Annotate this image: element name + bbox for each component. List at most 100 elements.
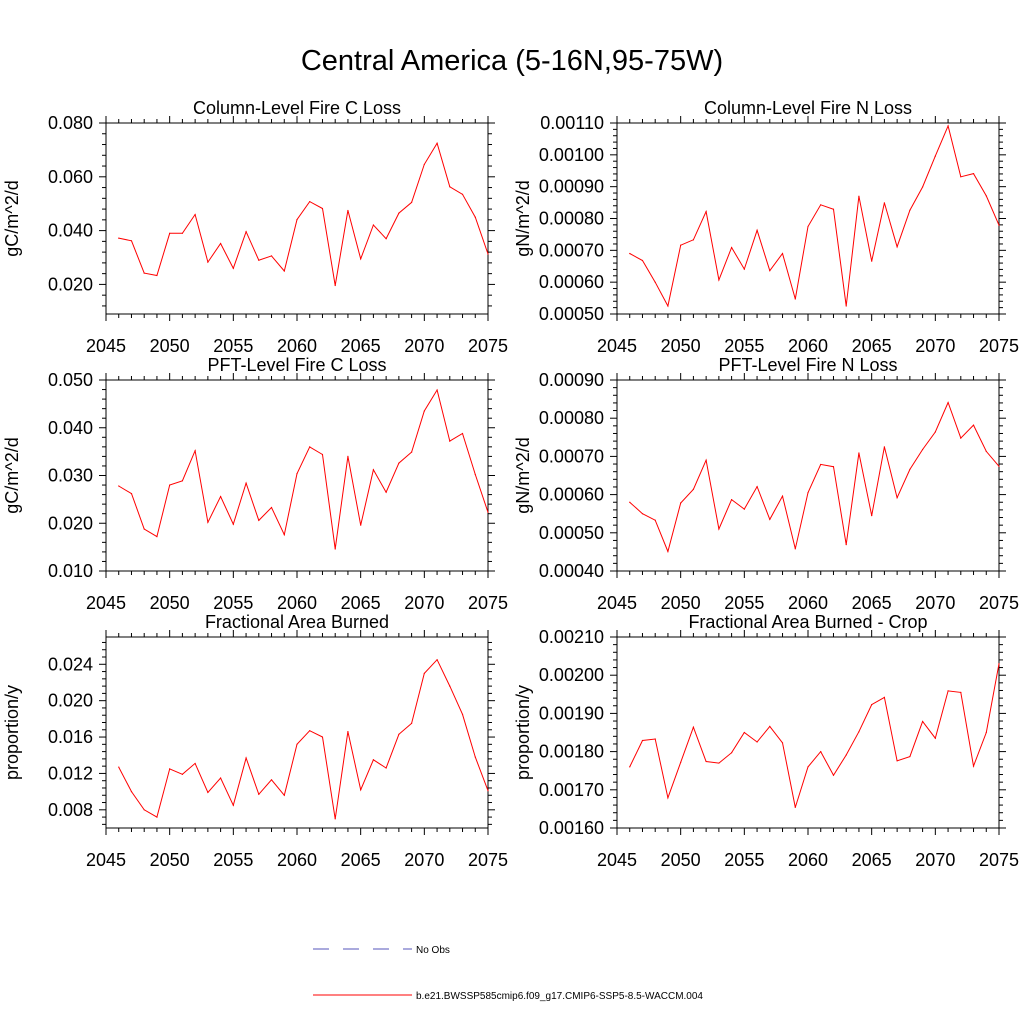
data-point <box>449 186 451 188</box>
data-point <box>731 752 733 754</box>
y-tick-label: 0.024 <box>48 654 93 674</box>
data-point <box>718 528 720 530</box>
y-tick-label: 0.00190 <box>539 703 604 723</box>
data-point <box>309 200 311 203</box>
x-tick-label: 2065 <box>341 336 381 356</box>
data-point <box>832 208 835 210</box>
data-point <box>220 242 222 245</box>
data-point <box>130 493 133 495</box>
data-point <box>194 762 196 765</box>
data-point <box>972 765 975 767</box>
y-tick-label: 0.008 <box>48 800 93 820</box>
data-point <box>411 201 413 203</box>
data-point <box>667 305 669 307</box>
panel-title: PFT-Level Fire C Loss <box>207 355 386 375</box>
y-tick-label: 0.00110 <box>540 113 604 133</box>
data-point <box>207 791 209 794</box>
data-point <box>718 279 720 281</box>
data-point <box>487 253 489 255</box>
x-tick-label: 2070 <box>915 336 955 356</box>
data-point <box>832 774 835 776</box>
data-point <box>654 281 656 283</box>
data-point <box>871 704 873 706</box>
y-tick-label: 0.020 <box>48 691 93 711</box>
data-point <box>680 244 682 246</box>
data-point <box>474 473 476 476</box>
data-point <box>832 466 835 468</box>
data-point <box>372 759 374 761</box>
data-point <box>743 268 745 270</box>
x-tick-label: 2060 <box>277 336 317 356</box>
x-tick-label: 2060 <box>788 593 828 613</box>
x-tick-label: 2070 <box>915 850 955 870</box>
plot-frame <box>105 636 489 829</box>
y-axis-label: gN/m^2/d <box>513 437 533 513</box>
x-tick-label: 2070 <box>404 850 444 870</box>
data-point <box>947 401 949 404</box>
y-tick-label: 0.00040 <box>539 561 604 581</box>
data-point <box>423 163 425 166</box>
data-point <box>641 739 644 742</box>
data-point <box>283 270 285 272</box>
x-tick-label: 2075 <box>468 850 508 870</box>
y-tick-label: 0.00200 <box>539 665 604 685</box>
data-point <box>220 777 222 779</box>
x-tick-label: 2050 <box>661 593 701 613</box>
plot-frame <box>105 122 489 315</box>
data-point <box>794 806 796 808</box>
data-point <box>461 713 464 715</box>
data-point <box>998 663 1000 665</box>
y-axis-label: gN/m^2/d <box>513 180 533 256</box>
panel-title: Fractional Area Burned <box>205 612 389 632</box>
data-point <box>194 450 196 452</box>
data-point <box>194 213 196 216</box>
panel-title: Column-Level Fire C Loss <box>193 98 401 118</box>
data-point <box>258 519 260 521</box>
data-point <box>998 465 1000 467</box>
data-point <box>156 536 158 538</box>
y-tick-label: 0.00090 <box>539 370 604 390</box>
data-point <box>883 446 886 448</box>
data-point <box>883 696 886 698</box>
data-point <box>692 726 695 728</box>
data-point <box>130 240 133 242</box>
data-point <box>385 238 387 240</box>
x-tick-label: 2060 <box>788 336 828 356</box>
data-point <box>118 237 120 239</box>
data-point <box>743 731 745 734</box>
y-tick-label: 0.016 <box>48 727 93 747</box>
data-point <box>232 523 234 525</box>
x-tick-label: 2075 <box>468 336 508 356</box>
data-point <box>985 731 987 734</box>
data-point <box>692 239 695 241</box>
data-point <box>922 720 924 723</box>
data-point <box>118 766 120 768</box>
data-point <box>947 690 949 692</box>
x-tick-label: 2055 <box>213 593 253 613</box>
data-point <box>130 791 133 793</box>
data-point <box>680 761 682 763</box>
x-tick-label: 2060 <box>277 593 317 613</box>
data-point <box>820 751 822 753</box>
data-point <box>667 550 669 553</box>
data-point <box>258 793 260 795</box>
y-tick-label: 0.00050 <box>539 304 604 324</box>
y-tick-label: 0.010 <box>48 561 93 581</box>
data-point <box>156 274 158 277</box>
x-tick-label: 2065 <box>852 593 892 613</box>
data-point <box>680 502 682 504</box>
y-tick-label: 0.00170 <box>539 780 604 800</box>
y-tick-label: 0.040 <box>48 221 93 241</box>
series-line <box>118 388 489 550</box>
chart-panel-3: PFT-Level Fire C Loss gC/m^2/d 2045 2050 205… <box>2 355 508 613</box>
data-point <box>487 511 489 513</box>
data-point <box>449 440 451 442</box>
series-line <box>629 663 1000 808</box>
data-point <box>207 521 209 523</box>
x-tick-label: 2055 <box>724 593 764 613</box>
data-point <box>296 743 298 745</box>
data-point <box>321 453 324 456</box>
legend-model-label: b.e21.BWSSP585cmip6.f09_g17.CMIP6-SSP5-8… <box>416 991 703 1002</box>
data-point <box>169 768 171 770</box>
x-tick-label: 2070 <box>915 593 955 613</box>
